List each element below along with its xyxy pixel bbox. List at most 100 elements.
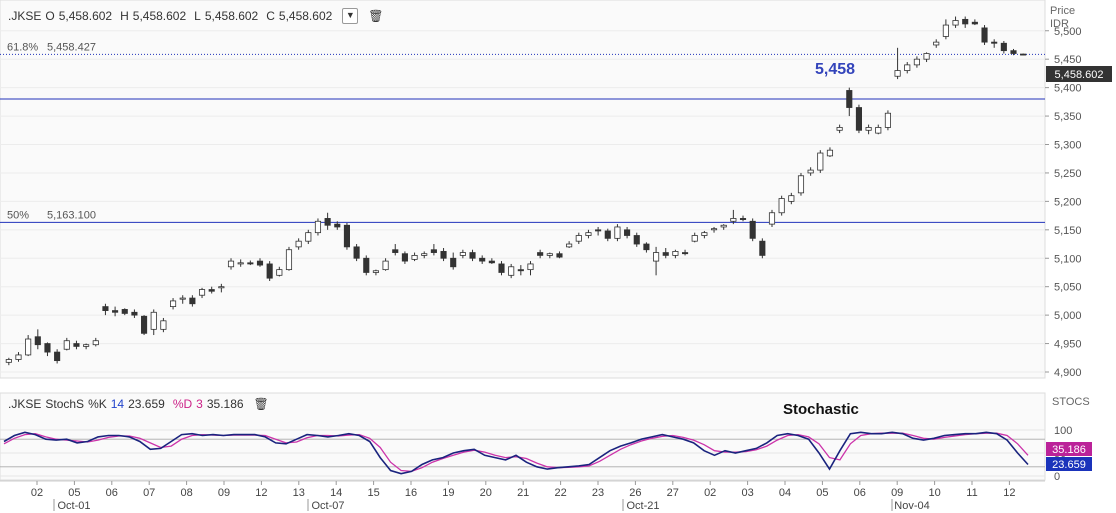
candle-body <box>981 27 988 43</box>
candle-body <box>285 249 293 271</box>
price-tick-label: 4,900 <box>1054 367 1082 379</box>
candle-body <box>227 260 235 268</box>
legend-close-label: C <box>266 9 275 23</box>
candle-body <box>305 232 312 242</box>
candle-body <box>343 224 351 248</box>
x-month-label: Nov-04 <box>894 500 929 512</box>
candle-body <box>759 240 766 256</box>
stoch-d-value: 35.186 <box>206 397 244 411</box>
candle-body <box>189 297 196 305</box>
candle-body <box>63 340 70 350</box>
candle-body <box>430 249 437 253</box>
candle-body <box>701 232 708 236</box>
candle-body <box>131 311 138 316</box>
stoch-k-value: 23.659 <box>128 397 165 411</box>
candle-body <box>440 251 447 259</box>
stoch-d-line <box>3 432 1029 473</box>
candle-body <box>768 212 776 225</box>
candle-body <box>923 53 930 60</box>
x-tick-label: 12 <box>255 487 267 499</box>
candle-body <box>653 252 660 262</box>
candle-body <box>691 235 698 242</box>
candle-body <box>401 253 408 262</box>
x-tick-label: 23 <box>592 487 604 499</box>
trash-icon[interactable]: 🗑 <box>368 9 384 23</box>
candle-body <box>324 218 331 226</box>
stoch-name: StochS <box>45 397 85 411</box>
candle-body <box>218 286 225 289</box>
stoch-lines <box>3 431 1029 475</box>
x-tick-label: 08 <box>180 487 192 499</box>
candle-body <box>34 336 41 346</box>
price-tick-label: 5,400 <box>1054 83 1082 95</box>
candle-body <box>633 235 640 245</box>
x-tick-label: 20 <box>480 487 492 499</box>
candle-body <box>894 70 901 77</box>
candle-body <box>334 223 341 228</box>
level-percent-label: 50% <box>7 209 29 221</box>
candle-body <box>575 235 582 242</box>
x-tick-label: 13 <box>293 487 305 499</box>
candle-body <box>508 266 515 276</box>
candle-body <box>991 41 998 44</box>
x-tick-label: 21 <box>517 487 529 499</box>
candle-body <box>5 359 12 363</box>
candle-body <box>807 169 814 174</box>
price-tick-label: 5,250 <box>1054 168 1082 180</box>
d-value-badge-label: 35.186 <box>1052 444 1086 456</box>
candle-body <box>160 320 167 330</box>
x-tick-label: 14 <box>330 487 342 499</box>
candle-body <box>276 269 283 276</box>
candle-body <box>933 41 940 46</box>
candle-body <box>1010 50 1017 54</box>
candle-body <box>884 112 891 128</box>
legend-low-value: 5,458.602 <box>204 9 259 23</box>
stoch-d-period: 3 <box>196 397 203 411</box>
stoch-k-period: 14 <box>110 397 125 411</box>
candle-body <box>295 240 302 248</box>
candle-body <box>604 230 611 239</box>
legend-high-label: H <box>120 9 129 23</box>
stoch-d-label: %D <box>172 397 193 411</box>
price-axis-title-1: Price <box>1050 5 1075 17</box>
candle-body <box>353 246 360 259</box>
candle-body <box>595 229 602 232</box>
candle-body <box>971 21 978 25</box>
level-value-label: 5,458.427 <box>47 41 96 53</box>
candle-body <box>904 64 911 71</box>
price-tick-label: 5,150 <box>1054 225 1082 237</box>
level-value-label: 5,163.100 <box>47 209 96 221</box>
x-tick-label: 02 <box>704 487 716 499</box>
legend-high-value: 5,458.602 <box>132 9 187 23</box>
candle-body <box>1000 42 1007 52</box>
candle-body <box>778 198 785 214</box>
candle-body <box>797 175 805 194</box>
candlesticks <box>5 16 1027 366</box>
candle-body <box>411 255 418 260</box>
price-tick-label: 5,500 <box>1054 26 1082 38</box>
last-price-label: 5,458.602 <box>1055 69 1104 81</box>
stoch-tick-label: 0 <box>1054 471 1060 483</box>
x-month-label: Oct-07 <box>311 500 344 512</box>
stochastic-annotation: Stochastic <box>783 401 859 418</box>
trash-icon[interactable]: 🗑 <box>253 397 269 411</box>
price-levels: 61.8% 5,458.427 50% 5,163.100 <box>0 41 1045 223</box>
pane-divider[interactable] <box>0 379 1116 393</box>
candle-body <box>865 127 872 131</box>
stoch-k-label: %K <box>88 397 107 411</box>
candle-body <box>710 228 718 231</box>
x-tick-label: 07 <box>143 487 155 499</box>
candle-body <box>382 260 389 271</box>
candle-body <box>826 149 834 157</box>
candle-body <box>498 263 505 273</box>
candle-body <box>1020 53 1027 56</box>
candle-body <box>208 289 215 292</box>
candle-body <box>392 249 399 253</box>
candle-body <box>372 270 379 273</box>
candle-body <box>556 253 563 258</box>
price-legend: .JKSE O 5,458.602 H 5,458.602 L 5,458.602 C… <box>8 8 388 24</box>
x-tick-label: 04 <box>779 487 791 499</box>
candle-body <box>788 195 795 202</box>
chevron-down-icon[interactable]: ▼ <box>342 8 359 24</box>
